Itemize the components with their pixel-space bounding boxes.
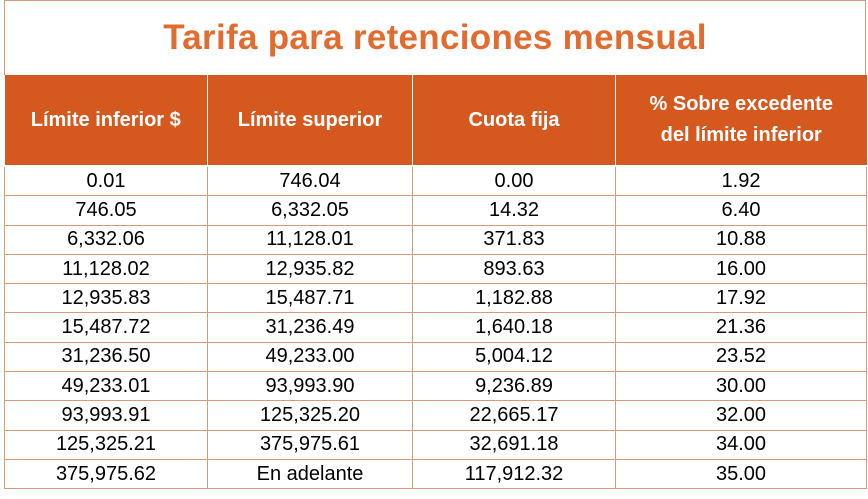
- header-upper-limit: Límite superior: [207, 75, 413, 167]
- cell-percent: 17.92: [615, 283, 867, 314]
- table-row: 12,935.83 15,487.71 1,182.88 17.92: [4, 283, 867, 314]
- cell-fixed-fee: 9,236.89: [412, 371, 616, 402]
- cell-upper-limit: 49,233.00: [207, 342, 413, 373]
- cell-upper-limit: 31,236.49: [207, 312, 413, 343]
- table-row: 375,975.62 En adelante 117,912.32 35.00: [4, 459, 867, 490]
- cell-percent: 30.00: [615, 371, 867, 402]
- table-row: 11,128.02 12,935.82 893.63 16.00: [4, 254, 867, 285]
- cell-fixed-fee: 1,182.88: [412, 283, 616, 314]
- cell-percent: 6.40: [615, 195, 867, 226]
- cell-lower-limit: 375,975.62: [4, 459, 208, 490]
- cell-lower-limit: 0.01: [4, 166, 208, 197]
- cell-lower-limit: 31,236.50: [4, 342, 208, 373]
- cell-fixed-fee: 1,640.18: [412, 312, 616, 343]
- cell-lower-limit: 125,325.21: [4, 430, 208, 460]
- cell-lower-limit: 6,332.06: [4, 225, 208, 255]
- cell-lower-limit: 11,128.02: [4, 254, 208, 285]
- cell-percent: 21.36: [615, 312, 867, 343]
- header-row: Límite inferior $ Límite superior Cuota …: [4, 75, 867, 167]
- table-row: 746.05 6,332.05 14.32 6.40: [4, 195, 867, 226]
- cell-lower-limit: 746.05: [4, 195, 208, 226]
- cell-fixed-fee: 893.63: [412, 254, 616, 285]
- tariff-table: Límite inferior $ Límite superior Cuota …: [4, 75, 867, 490]
- cell-upper-limit: 93,993.90: [207, 371, 413, 402]
- cell-fixed-fee: 14.32: [412, 195, 616, 226]
- cell-lower-limit: 12,935.83: [4, 283, 208, 314]
- header-lower-limit: Límite inferior $: [4, 75, 208, 167]
- cell-upper-limit: 12,935.82: [207, 254, 413, 285]
- cell-percent: 34.00: [615, 430, 867, 460]
- cell-upper-limit: En adelante: [207, 459, 413, 490]
- cell-upper-limit: 375,975.61: [207, 430, 413, 460]
- cell-upper-limit: 11,128.01: [207, 225, 413, 255]
- table-row: 15,487.72 31,236.49 1,640.18 21.36: [4, 312, 867, 343]
- cell-upper-limit: 746.04: [207, 166, 413, 197]
- cell-percent: 16.00: [615, 254, 867, 285]
- cell-percent: 23.52: [615, 342, 867, 373]
- table-row: 6,332.06 11,128.01 371.83 10.88: [4, 225, 867, 255]
- cell-upper-limit: 125,325.20: [207, 400, 413, 431]
- table-title: Tarifa para retenciones mensual: [4, 0, 866, 75]
- header-percent-line1: % Sobre excedente: [649, 93, 833, 115]
- header-percent-over-excess: % Sobre excedente del límite inferior: [615, 75, 867, 167]
- cell-lower-limit: 93,993.91: [4, 400, 208, 431]
- cell-upper-limit: 6,332.05: [207, 195, 413, 226]
- table-row: 125,325.21 375,975.61 32,691.18 34.00: [4, 430, 867, 460]
- cell-fixed-fee: 32,691.18: [412, 430, 616, 460]
- table-row: 31,236.50 49,233.00 5,004.12 23.52: [4, 342, 867, 373]
- cell-fixed-fee: 5,004.12: [412, 342, 616, 373]
- header-fixed-fee: Cuota fija: [412, 75, 616, 167]
- cell-lower-limit: 15,487.72: [4, 312, 208, 343]
- cell-fixed-fee: 22,665.17: [412, 400, 616, 431]
- table-row: 0.01 746.04 0.00 1.92: [4, 166, 867, 197]
- cell-fixed-fee: 0.00: [412, 166, 616, 197]
- cell-percent: 32.00: [615, 400, 867, 431]
- table-row: 49,233.01 93,993.90 9,236.89 30.00: [4, 371, 867, 402]
- cell-percent: 10.88: [615, 225, 867, 255]
- cell-upper-limit: 15,487.71: [207, 283, 413, 314]
- cell-fixed-fee: 117,912.32: [412, 459, 616, 490]
- cell-percent: 35.00: [615, 459, 867, 490]
- cell-percent: 1.92: [615, 166, 867, 197]
- cell-fixed-fee: 371.83: [412, 225, 616, 255]
- header-percent-line2: del límite inferior: [660, 124, 822, 146]
- cell-lower-limit: 49,233.01: [4, 371, 208, 402]
- table-row: 93,993.91 125,325.20 22,665.17 32.00: [4, 400, 867, 431]
